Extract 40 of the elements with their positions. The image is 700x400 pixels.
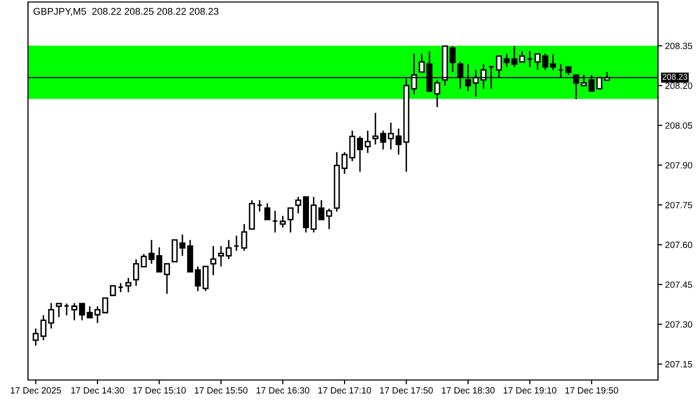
candlestick <box>295 196 302 214</box>
candlestick <box>133 258 140 287</box>
y-tick-label: 207.60 <box>665 242 692 248</box>
x-tick-label: 17 Dec 18:30 <box>442 387 495 394</box>
x-tick-label: 17 Dec 16:30 <box>256 387 310 394</box>
candlestick <box>233 235 240 252</box>
candlestick <box>172 239 178 262</box>
y-tick-label: 208.35 <box>665 42 692 50</box>
candlestick <box>64 302 70 316</box>
candlestick <box>210 245 216 276</box>
candlestick <box>526 50 533 68</box>
y-tick-label: 207.45 <box>665 281 692 288</box>
candlestick <box>32 328 39 346</box>
x-tick-label: 17 Dec 15:50 <box>194 387 248 394</box>
x-tick-label: 17 Dec 19:50 <box>565 387 618 394</box>
y-tick-label: 207.15 <box>665 361 692 368</box>
x-tick-label: 17 Dec 15:10 <box>133 387 186 394</box>
y-tick-label: 207.75 <box>665 202 692 208</box>
candlestick <box>118 282 124 293</box>
candlestick <box>264 202 270 220</box>
candlestick <box>272 210 278 234</box>
x-tick-label: 17 Dec 2025 <box>10 387 61 394</box>
candlestick <box>56 302 62 318</box>
candlestick <box>280 215 286 228</box>
y-tick-label: 208.05 <box>665 122 692 129</box>
candlestick <box>110 285 116 296</box>
candlestick <box>256 199 263 212</box>
y-tick-label: 208.20 <box>665 82 692 89</box>
y-tick-label: 207.30 <box>665 321 692 328</box>
candlestick <box>125 277 132 293</box>
x-tick-label: 17 Dec 17:50 <box>380 387 433 394</box>
x-tick-label: 17 Dec 17:10 <box>318 387 372 394</box>
text: GBPJPY,M5 208.22 208.25 208.22 208.23 <box>34 8 218 16</box>
x-tick-label: 17 Dec 19:10 <box>504 387 556 394</box>
candlestick <box>241 223 248 252</box>
y-tick-label: 207.90 <box>665 162 692 168</box>
x-tick-label: 17 Dec 14:30 <box>71 387 124 394</box>
candlestick <box>287 207 294 234</box>
ref-line-label: 208.23 <box>662 74 688 80</box>
candlestick <box>534 53 541 71</box>
